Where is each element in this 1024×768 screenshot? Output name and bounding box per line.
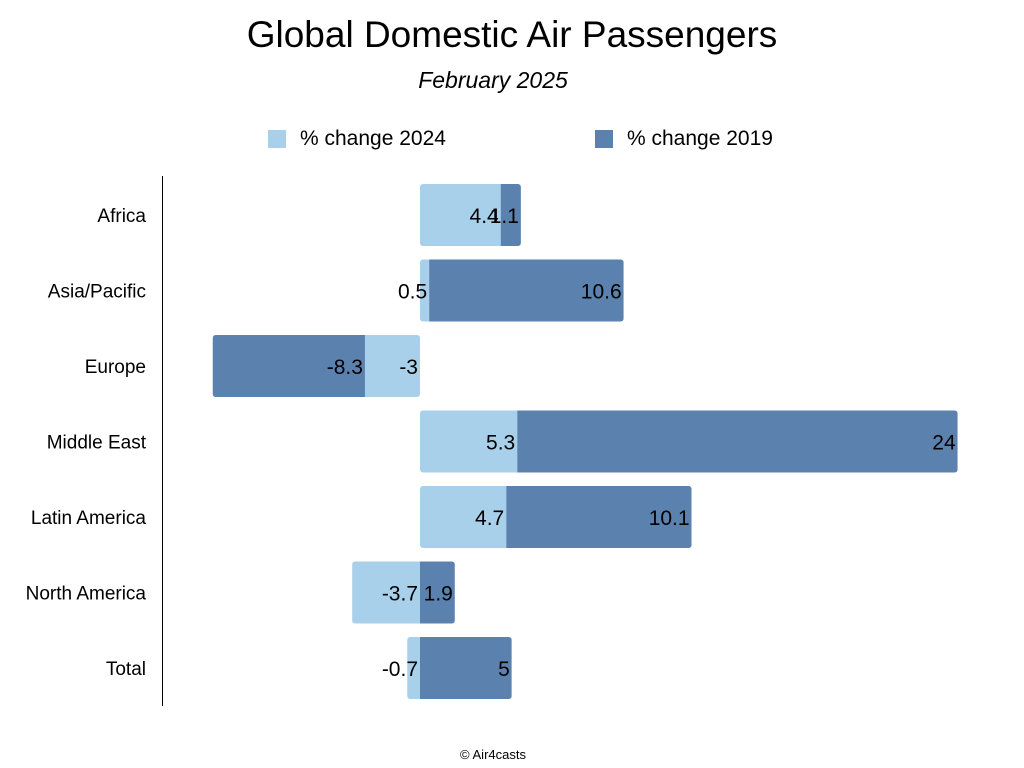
value-label-total-2019: 5: [498, 658, 510, 681]
bar-latin-america-series-2024: [420, 486, 507, 548]
bars-group: [212, 184, 958, 699]
legend-item-2024: % change 2024: [268, 127, 446, 151]
value-label-north-america-2019: 1.9: [424, 583, 453, 606]
value-label-europe-2019: -8.3: [327, 356, 363, 379]
bar-middle-east-series-2019: [517, 410, 958, 473]
legend-swatch-2024: [268, 130, 286, 148]
value-label-africa-2024: 4.4: [470, 205, 500, 228]
legend-item-2019: % change 2019: [595, 127, 773, 151]
value-label-africa-2019: 1.1: [490, 205, 519, 228]
bar-north-america-series-2024: [352, 561, 420, 624]
bar-total-series-2024: [407, 637, 420, 699]
chart-title: Global Domestic Air Passengers: [246, 14, 778, 55]
bar-asia-pacific-series-2019: [429, 259, 624, 322]
category-label-north-america: North America: [26, 584, 147, 605]
bar-total-series-2019: [420, 637, 512, 699]
value-label-north-america-2024: -3.7: [382, 583, 418, 606]
category-label-europe: Europe: [85, 357, 146, 378]
value-label-asia-pacific-2019: 10.6: [581, 281, 622, 304]
value-label-middle-east-2024: 5.3: [486, 432, 515, 455]
category-label-latin-america: Latin America: [31, 508, 147, 529]
labels-group: 4.41.1 0.5 10.6 -3 -8.3 5.3 24 4.7 10.1 -3.7 1.9 -0…: [327, 205, 956, 681]
category-label-africa: Africa: [97, 206, 146, 227]
value-label-total-2024: -0.7: [382, 658, 418, 681]
value-label-asia-pacific-2024: 0.5: [398, 281, 427, 304]
category-label-asia-pacific: Asia/Pacific: [48, 282, 146, 303]
category-label-total: Total: [106, 659, 146, 680]
bar-africa-series-2024: [420, 184, 501, 246]
copyright-footer: © Air4casts: [460, 747, 526, 762]
value-label-latin-america-2024: 4.7: [475, 507, 504, 530]
legend-swatch-2019: [595, 130, 613, 148]
value-label-europe-2024: -3: [399, 356, 418, 379]
chart-subtitle: February 2025: [418, 67, 568, 93]
bar-latin-america-series-2019: [506, 486, 692, 548]
bar-europe-series-2019: [212, 335, 365, 397]
legend-label-2024: % change 2024: [300, 127, 446, 150]
value-label-latin-america-2019: 10.1: [649, 507, 690, 530]
bar-africa-series-2019: [500, 184, 521, 246]
value-label-middle-east-2019: 24: [932, 432, 956, 455]
bar-middle-east-series-2024: [420, 410, 518, 473]
bar-europe-series-2024: [364, 335, 420, 397]
bar-north-america-series-2019: [420, 561, 455, 624]
legend-label-2019: % change 2019: [627, 127, 773, 150]
category-label-middle-east: Middle East: [47, 433, 147, 454]
bar-asia-pacific-series-2024: [420, 259, 430, 322]
